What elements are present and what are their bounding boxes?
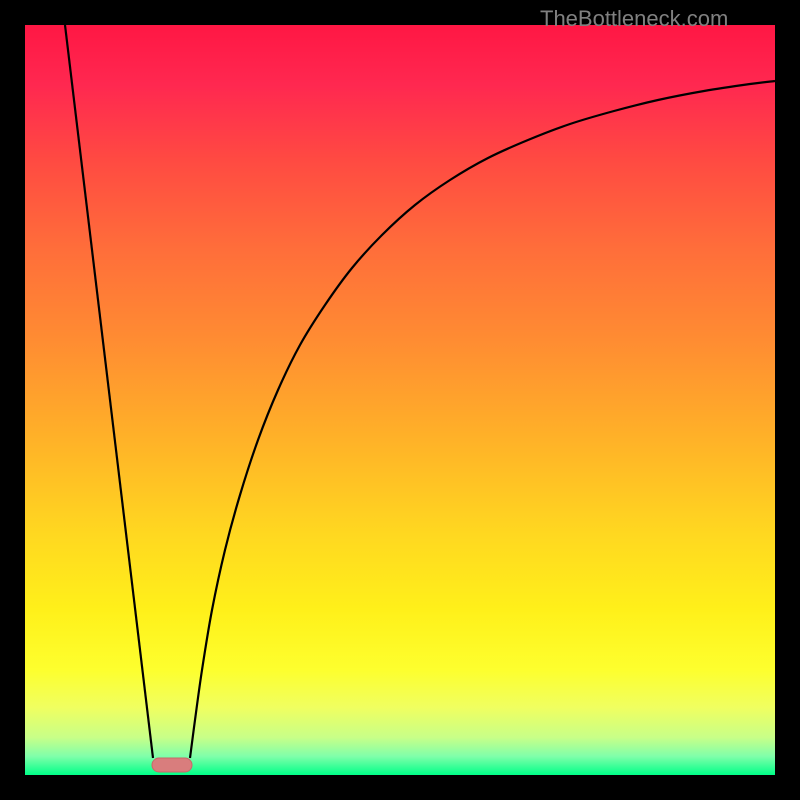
watermark-text: TheBottleneck.com [540,6,728,32]
optimal-marker [152,758,192,772]
marker-group [152,758,192,772]
bottleneck-chart: TheBottleneck.com [0,0,800,800]
chart-svg [0,0,800,800]
plot-area [25,25,775,775]
